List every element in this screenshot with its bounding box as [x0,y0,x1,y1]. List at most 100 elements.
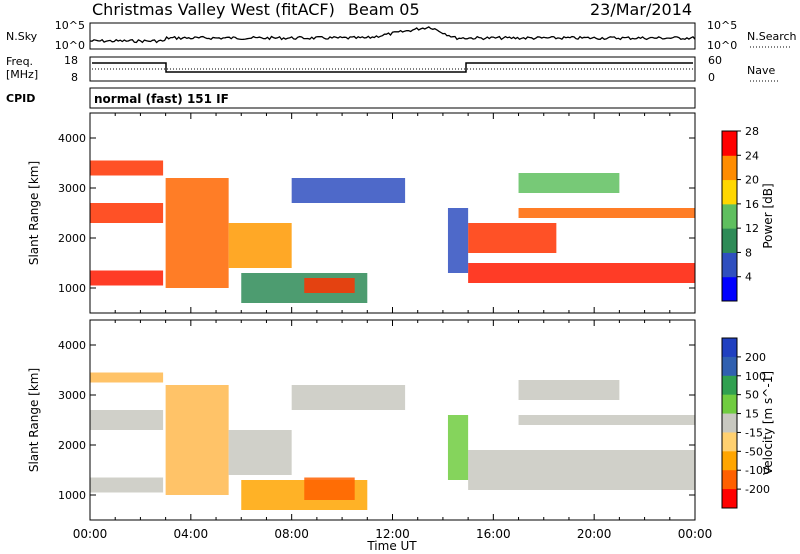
date-title: 23/Mar/2014 [590,0,692,19]
data-band-8 [468,263,695,283]
beam-title: Beam 05 [348,0,420,19]
data-band-9 [518,415,695,425]
colorbar-tick-label: -15 [745,426,763,439]
nsky-trace [89,26,696,44]
x-tick-label: 00:00 [678,527,713,541]
y-tick-label: 4000 [58,132,86,145]
cpid-strip: CPID normal (fast) 151 IF [6,87,696,109]
cpid-label: CPID [6,92,35,105]
data-band-1 [90,160,164,176]
data-band-11 [518,173,620,193]
colorbar-swatch [722,451,737,471]
data-band-1 [90,410,164,430]
data-band-0 [90,477,164,493]
colorbar-swatch [722,432,737,452]
cpid-frame [89,87,696,109]
colorbar-label: Velocity [m s^-1] [761,371,775,475]
y-tick-label: 3000 [58,182,86,195]
data-band-7 [304,477,355,500]
data-band-11 [447,415,469,480]
colorbar-tick-label: -100 [745,464,770,477]
data-band-7 [304,278,355,293]
colorbar-swatch [722,394,737,415]
nsky-label: N.Sky [6,30,38,43]
colorbar-swatch [722,179,737,205]
freq-tick-top: 18 [64,54,78,67]
colorbar-tick-label: 8 [745,246,752,259]
data-band-0 [90,203,164,223]
colorbar-tick-label: 4 [745,271,752,284]
colorbar-frame [721,337,738,509]
x-tick-label: 08:00 [274,527,309,541]
colorbar-tick-label: 50 [745,389,759,402]
data-band-3 [165,178,229,288]
power-colorbar: 4 8 12 16 20 24 28 Power [dB] [721,125,775,302]
nsearch-tick-top: 10^5 [707,19,737,32]
time-axis: 00:00 04:00 08:00 12:00 16:00 20:00 00:00 [73,527,713,541]
colorbar-tick-label: 28 [745,125,759,138]
velocity-panel: 1000 2000 3000 4000 Slant Range [km] [27,319,696,521]
colorbar-swatch [722,375,737,396]
nsky-frame [89,22,696,50]
colorbar-swatch [722,252,737,278]
x-tick-label: 16:00 [476,527,511,541]
y-axis-label: Slant Range [km] [27,368,41,472]
colorbar-tick-label: 24 [745,149,759,162]
data-band-2 [90,372,164,383]
data-band-12 [447,208,469,273]
colorbar-swatch [722,356,737,377]
colorbar-swatch [722,470,737,490]
data-band-4 [228,430,292,475]
colorbar-tick-label: 15 [745,408,759,421]
colorbar-tick-label: -50 [745,445,763,458]
freq-trace [92,62,693,73]
freq-strip: Freq. [MHz] 18 8 60 0 Nave [6,54,778,84]
nsky-tick-top: 10^5 [55,19,85,32]
cpid-value: normal (fast) 151 IF [94,92,229,106]
station-title: Christmas Valley West (fitACF) [92,0,335,19]
colorbar-tick-label: -200 [745,483,770,496]
colorbar-tick-label: 200 [745,351,766,364]
colorbar-tick-label: 20 [745,174,759,187]
colorbar-swatch [722,155,737,181]
freq-unit: [MHz] [6,68,38,81]
data-band-9 [468,223,557,253]
data-band-2 [90,270,164,286]
freq-label: Freq. [6,55,33,68]
data-band-4 [228,223,292,268]
colorbar-tick-label: 100 [745,370,766,383]
y-tick-label: 1000 [58,489,86,502]
x-axis-label: Time UT [366,539,417,553]
colorbar-frame [721,130,738,302]
freq-frame [89,56,696,82]
colorbar-swatch [722,413,737,433]
colorbar-tick-label: 12 [745,222,759,235]
data-band-10 [518,380,620,400]
data-band-5 [291,178,406,203]
power-panel: 1000 2000 3000 4000 Slant Range [km] [27,112,696,314]
nave-tick-top: 60 [708,54,722,67]
y-tick-label: 1000 [58,282,86,295]
colorbar-swatch [722,203,737,229]
colorbar-swatch [722,228,737,253]
nsearch-label: N.Search [747,30,797,43]
nave-label: Nave [747,64,775,77]
data-band-10 [518,208,695,218]
y-tick-label: 4000 [58,339,86,352]
freq-tick-bottom: 8 [71,71,78,84]
y-tick-label: 2000 [58,439,86,452]
nsky-strip: N.Sky 10^5 10^0 10^5 10^0 N.Search [6,19,797,52]
colorbar-swatch [722,131,737,156]
velocity-colorbar: 200 100 50 15 -15 -50 -100 -200 Velocity [m s^-1… [721,337,775,509]
colorbar-label: Power [dB] [761,183,775,248]
nsearch-tick-bottom: 10^0 [707,39,737,52]
x-tick-label: 00:00 [73,527,108,541]
x-tick-label: 12:00 [375,527,410,541]
x-tick-label: 20:00 [577,527,612,541]
y-tick-label: 2000 [58,232,86,245]
nsky-tick-bottom: 10^0 [55,39,85,52]
nave-tick-bottom: 0 [708,71,715,84]
colorbar-tick-label: 16 [745,198,759,211]
colorbar-swatch [722,338,737,358]
